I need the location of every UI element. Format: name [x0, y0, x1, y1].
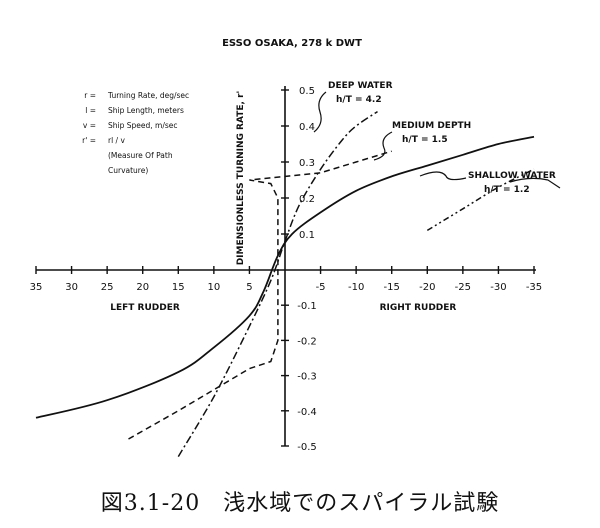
y-tick-label: 0.3 — [299, 158, 315, 169]
legend-text: Curvature) — [108, 166, 148, 175]
legend-symbol: r = — [84, 91, 96, 100]
y-tick-label: -0.1 — [297, 301, 317, 312]
legend-symbol: v = — [83, 121, 96, 130]
leader-deep-water — [313, 91, 327, 133]
series-sublabel-deep-water: h/T = 4.2 — [336, 95, 382, 105]
x-tick-label: -25 — [455, 282, 471, 293]
x-axis-label-left: LEFT RUDDER — [110, 303, 180, 313]
spiral-chart: ESSO OSAKA, 278 k DWT LEFT RUDDER RIGHT … — [30, 38, 561, 457]
series-layer — [35, 110, 535, 457]
legend-symbol: r' = — [82, 136, 96, 145]
y-tick-label: 0.5 — [299, 86, 315, 97]
x-tick-label: 30 — [65, 282, 78, 293]
y-axis-label: DIMENSIONLESS TURNING RATE, r' — [236, 91, 246, 266]
x-tick-label: 25 — [101, 282, 114, 293]
x-tick-label: 10 — [207, 282, 220, 293]
y-tick-label: -0.4 — [297, 407, 317, 418]
x-axis-label-right: RIGHT RUDDER — [380, 303, 457, 313]
leader-extra-curve — [509, 177, 561, 189]
leader-medium-depth — [373, 131, 393, 161]
series-sublabel-shallow-water: h/T = 1.2 — [484, 185, 530, 195]
y-tick-label: 0.2 — [299, 194, 315, 205]
ticks: 35 30 25 20 15 10 5 -5 -10 -15 -20 -25 -30 -35 0.5 0.4 0… — [30, 86, 543, 453]
series-line-shallow-water — [35, 135, 535, 419]
x-tick-label: 5 — [246, 282, 252, 293]
x-tick-label: -15 — [384, 282, 400, 293]
figure-caption: 図3.1-20 浅水域でのスパイラル試験 — [100, 491, 500, 516]
x-tick-label: 35 — [30, 282, 43, 293]
legend-text: Ship Speed, m/sec — [108, 121, 178, 130]
spiral-test-figure: ESSO OSAKA, 278 k DWT LEFT RUDDER RIGHT … — [30, 38, 561, 457]
y-tick-label: 0.1 — [299, 230, 315, 241]
leader-shallow-water — [419, 171, 467, 181]
series-line-unlabeled-3 — [426, 168, 535, 232]
y-tick-label: -0.5 — [297, 442, 317, 453]
x-tick-label: -10 — [348, 282, 364, 293]
series-label-shallow-water: SHALLOW WATER — [468, 171, 556, 181]
x-tick-label: -20 — [419, 282, 435, 293]
series-label-deep-water: DEEP WATER — [328, 81, 393, 91]
legend-text: Ship Length, meters — [108, 106, 184, 115]
legend-text: Turning Rate, deg/sec — [107, 91, 189, 100]
legend-text: rl / v — [108, 136, 125, 145]
y-tick-label: -0.3 — [297, 372, 317, 383]
series-line-medium-depth — [128, 150, 392, 440]
legend: r = Turning Rate, deg/sec l = Ship Length, … — [82, 91, 189, 175]
x-tick-label: -30 — [490, 282, 506, 293]
series-sublabel-medium-depth: h/T = 1.5 — [402, 135, 448, 145]
y-tick-label: 0.4 — [299, 122, 315, 133]
legend-symbol: l = — [85, 106, 96, 115]
x-tick-label: 20 — [136, 282, 149, 293]
x-tick-label: -35 — [526, 282, 542, 293]
x-tick-label: -5 — [316, 282, 326, 293]
series-line-deep-water — [177, 110, 378, 457]
y-tick-label: -0.2 — [297, 336, 317, 347]
x-tick-label: 15 — [172, 282, 185, 293]
chart-title: ESSO OSAKA, 278 k DWT — [222, 38, 362, 49]
legend-text: (Measure Of Path — [108, 151, 173, 160]
series-label-medium-depth: MEDIUM DEPTH — [392, 121, 471, 131]
